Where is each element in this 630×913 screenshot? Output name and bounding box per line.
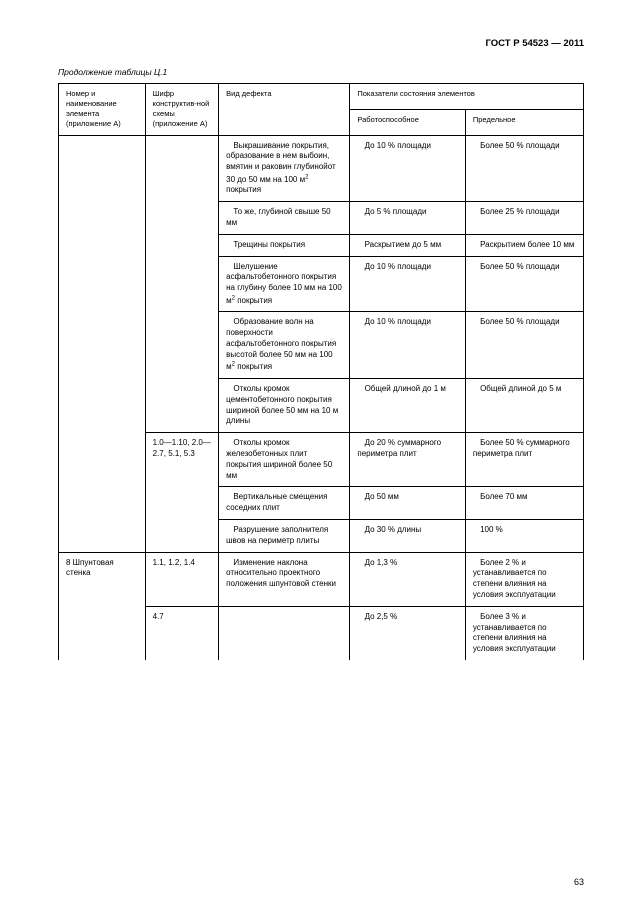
cell-operable: До 5 % площади <box>350 202 466 235</box>
cell-defect: Отколы кромок железобетонных плит покрыт… <box>219 433 350 487</box>
cell-scheme <box>145 234 219 256</box>
cell-operable: Раскрытием до 5 мм <box>350 234 466 256</box>
cell-defect: Образование волн на поверхности асфальто… <box>219 312 350 379</box>
th-scheme: Шифр конструктив-ной схемы (приложение А… <box>145 84 219 136</box>
table-row: Разрушение заполнителя швов на периметр … <box>59 519 584 552</box>
doc-header: ГОСТ Р 54523 — 2011 <box>58 38 584 49</box>
main-table: Номер и наименование элемента (приложени… <box>58 83 584 660</box>
cell-defect: Разрушение заполнителя швов на периметр … <box>219 519 350 552</box>
cell-defect: Вертикальные смещения соседних плит <box>219 487 350 520</box>
cell-number <box>59 135 146 202</box>
table-row: 1.0—1.10, 2.0—2.7, 5.1, 5.3Отколы кромок… <box>59 433 584 487</box>
th-indicators: Показатели состояния элементов <box>350 84 584 110</box>
cell-limit: Более 50 % площади <box>465 256 583 312</box>
cell-limit: Общей длиной до 5 м <box>465 379 583 433</box>
cell-limit: 100 % <box>465 519 583 552</box>
page-number: 63 <box>574 877 584 887</box>
cell-scheme: 1.0—1.10, 2.0—2.7, 5.1, 5.3 <box>145 433 219 487</box>
cell-number <box>59 234 146 256</box>
cell-defect: То же, глубиной свыше 50 мм <box>219 202 350 235</box>
th-operable: Работоспособное <box>350 109 466 135</box>
cell-operable: До 1,3 % <box>350 552 466 606</box>
cell-limit: Более 50 % суммарного периметра плит <box>465 433 583 487</box>
cell-scheme: 1.1, 1.2, 1.4 <box>145 552 219 606</box>
table-row: Образование волн на поверхности асфальто… <box>59 312 584 379</box>
cell-operable: До 10 % площади <box>350 256 466 312</box>
cell-operable: До 20 % суммарного периметра плит <box>350 433 466 487</box>
th-limit: Предельное <box>465 109 583 135</box>
cell-scheme <box>145 256 219 312</box>
table-row: 4.7 До 2,5 %Более 3 % и устанавливается п… <box>59 606 584 660</box>
cell-number <box>59 379 146 433</box>
cell-limit: Более 50 % площади <box>465 312 583 379</box>
cell-number <box>59 606 146 660</box>
cell-scheme <box>145 487 219 520</box>
cell-defect: Трещины покрытия <box>219 234 350 256</box>
cell-operable: До 2,5 % <box>350 606 466 660</box>
cell-scheme <box>145 135 219 202</box>
cell-scheme <box>145 519 219 552</box>
table-row: Трещины покрытияРаскрытием до 5 ммРаскры… <box>59 234 584 256</box>
cell-number <box>59 519 146 552</box>
cell-defect <box>219 606 350 660</box>
cell-number <box>59 487 146 520</box>
th-defect: Вид дефекта <box>219 84 350 136</box>
cell-defect: Отколы кромок цементобетонного покрытия … <box>219 379 350 433</box>
cell-operable: До 30 % длины <box>350 519 466 552</box>
cell-number <box>59 256 146 312</box>
cell-operable: До 10 % площади <box>350 312 466 379</box>
table-row: Шелушение асфальтобетонного покрытия на … <box>59 256 584 312</box>
table-caption: Продолжение таблицы Ц.1 <box>58 67 584 77</box>
cell-operable: До 10 % площади <box>350 135 466 202</box>
cell-limit: Раскрытием более 10 мм <box>465 234 583 256</box>
cell-number <box>59 202 146 235</box>
cell-operable: До 50 мм <box>350 487 466 520</box>
table-row: 8 Шпунтовая стенка1.1, 1.2, 1.4Изменение… <box>59 552 584 606</box>
cell-operable: Общей длиной до 1 м <box>350 379 466 433</box>
cell-limit: Более 50 % площади <box>465 135 583 202</box>
cell-limit: Более 70 мм <box>465 487 583 520</box>
cell-scheme <box>145 202 219 235</box>
th-number: Номер и наименование элемента (приложени… <box>59 84 146 136</box>
cell-number <box>59 312 146 379</box>
table-row: Отколы кромок цементобетонного покрытия … <box>59 379 584 433</box>
cell-number: 8 Шпунтовая стенка <box>59 552 146 606</box>
cell-limit: Более 25 % площади <box>465 202 583 235</box>
cell-limit: Более 2 % и устанавливается по степени в… <box>465 552 583 606</box>
cell-scheme <box>145 312 219 379</box>
cell-scheme <box>145 379 219 433</box>
table-row: То же, глубиной свыше 50 ммДо 5 % площад… <box>59 202 584 235</box>
cell-defect: Шелушение асфальтобетонного покрытия на … <box>219 256 350 312</box>
cell-scheme: 4.7 <box>145 606 219 660</box>
cell-number <box>59 433 146 487</box>
cell-limit: Более 3 % и устанавливается по степени в… <box>465 606 583 660</box>
cell-defect: Изменение наклона относительно проектног… <box>219 552 350 606</box>
cell-defect: Выкрашивание покрытия, образование в нем… <box>219 135 350 202</box>
table-row: Выкрашивание покрытия, образование в нем… <box>59 135 584 202</box>
table-row: Вертикальные смещения соседних плитДо 50… <box>59 487 584 520</box>
